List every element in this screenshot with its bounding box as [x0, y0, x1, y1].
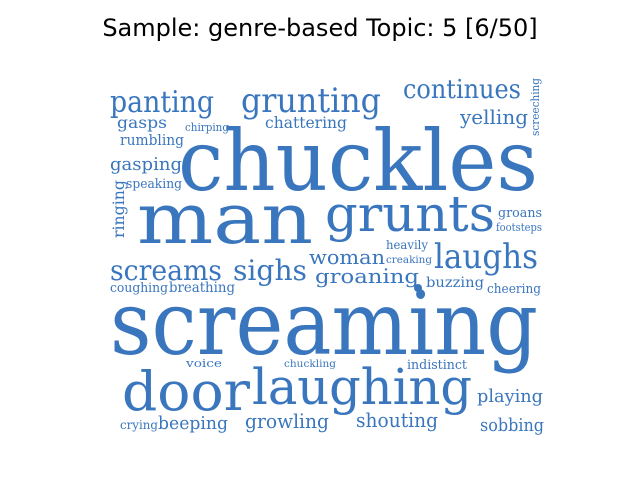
word-panting: panting: [110, 85, 214, 120]
word-gasping: gasping: [110, 154, 182, 175]
word-creaking: creaking: [386, 255, 433, 266]
word-shouting: shouting: [356, 408, 438, 432]
word-chuckles: chuckles: [178, 112, 538, 210]
word-breathing: breathing: [169, 280, 235, 296]
word-screaming: screaming: [110, 272, 538, 375]
word-footsteps: footsteps: [496, 221, 542, 234]
word-rumbling: rumbling: [120, 131, 184, 149]
word-sobbing: sobbing: [480, 415, 544, 436]
word-voice: voice: [185, 357, 222, 370]
word-playing: playing: [477, 386, 543, 407]
dot-mark: [414, 284, 422, 292]
word-groaning: groaning: [315, 264, 419, 288]
word-laughs: laughs: [434, 237, 538, 277]
word-growling: growling: [245, 409, 329, 433]
word-man: man: [137, 178, 313, 260]
word-woman: woman: [309, 245, 385, 269]
word-beeping: beeping: [158, 413, 228, 434]
word-cheering: cheering: [487, 282, 541, 297]
word-laughing: laughing: [252, 358, 472, 416]
word-grunts: grunts: [325, 185, 495, 243]
word-grunting: grunting: [241, 81, 381, 121]
word-ringing: ringing: [109, 180, 128, 238]
word-gasps: gasps: [117, 113, 167, 132]
figure-title: Sample: genre-based Topic: 5 [6/50]: [102, 14, 538, 42]
word-coughing: coughing: [110, 281, 168, 296]
word-chirping: chirping: [185, 121, 229, 134]
word-buzzing: buzzing: [426, 275, 484, 291]
word-door: door: [122, 360, 250, 423]
word-chattering: chattering: [265, 113, 347, 132]
word-heavily: heavily: [386, 238, 428, 252]
word-yelling: yelling: [459, 105, 528, 129]
word-chuckling: chuckling: [284, 359, 337, 370]
word-groans: groans: [498, 206, 542, 221]
word-screeching: screeching: [529, 78, 542, 136]
word-speaking: speaking: [126, 177, 182, 192]
word-screams: screams: [110, 254, 222, 287]
word-indistinct: indistinct: [407, 358, 468, 373]
word-crying: crying: [120, 418, 158, 432]
word-continues: continues: [403, 75, 521, 105]
word-sighs: sighs: [233, 254, 307, 287]
